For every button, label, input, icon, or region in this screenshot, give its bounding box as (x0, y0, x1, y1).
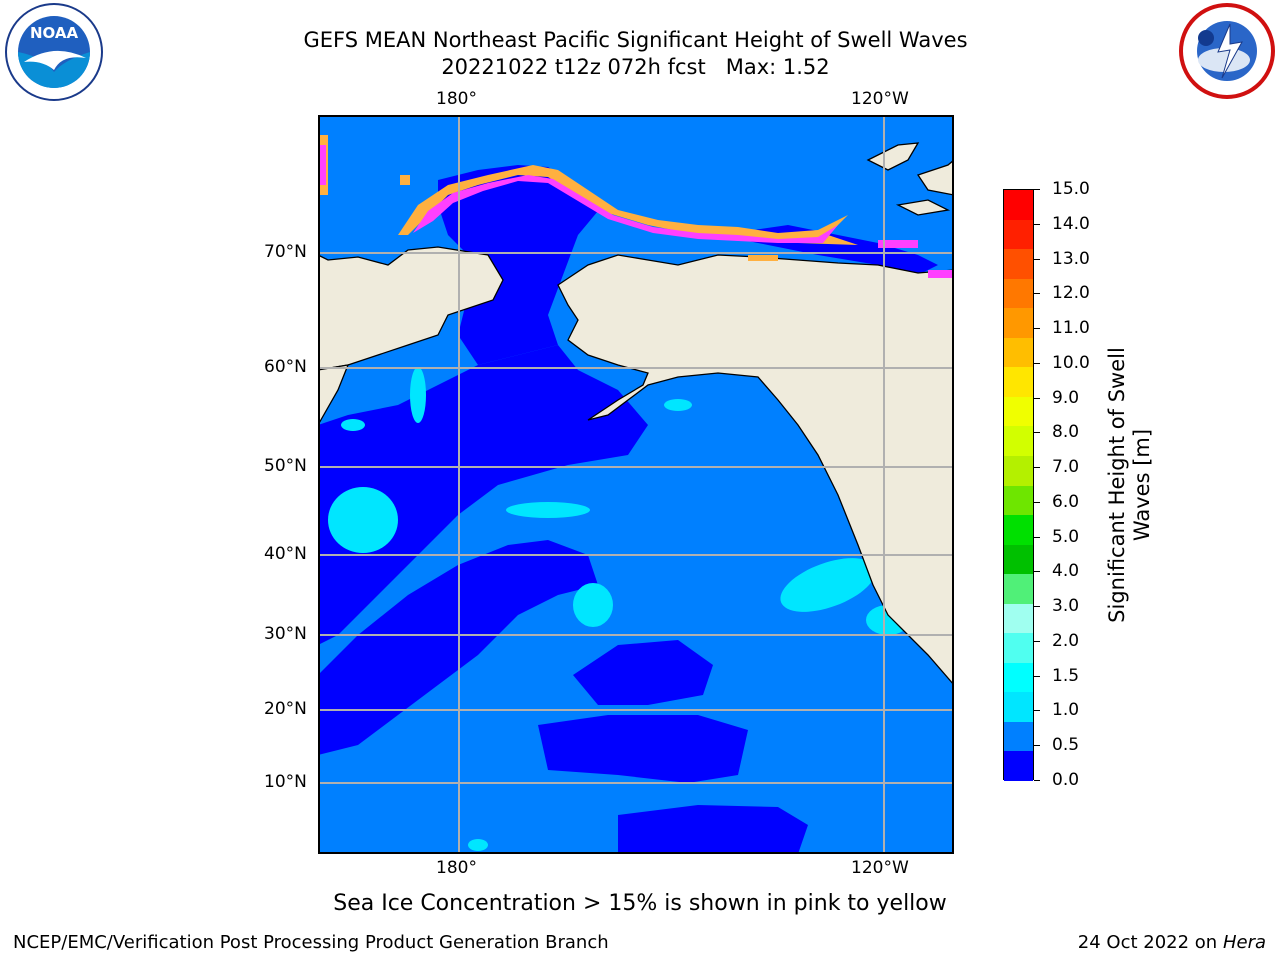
lat-tick-10n: 10°N (264, 772, 307, 792)
colorbar-tick-mark (1034, 258, 1040, 260)
lon-tick-bottom-120w: 120°W (851, 858, 909, 878)
colorbar-band (1004, 751, 1033, 782)
colorbar-band (1004, 515, 1033, 546)
chart-title: GEFS MEAN Northeast Pacific Significant … (303, 28, 968, 52)
colorbar-band (1004, 692, 1033, 723)
colorbar-band (1004, 190, 1033, 221)
colorbar-tick-label: 0.5 (1052, 735, 1080, 756)
colorbar-tick-mark (1034, 467, 1040, 469)
lat-tick-40n: 40°N (264, 544, 307, 564)
colorbar-tick-label: 14.0 (1052, 213, 1090, 234)
colorbar-tick-label: 13.0 (1052, 248, 1090, 269)
colorbar (1003, 189, 1034, 782)
graticule (318, 115, 954, 854)
lon-tick-top-120w: 120°W (851, 89, 909, 109)
footer-date: 24 Oct 2022 on Hera (1078, 932, 1266, 953)
sea-ice (318, 135, 954, 278)
colorbar-tick-label: 3.0 (1052, 596, 1080, 617)
colorbar-tick-label: 10.0 (1052, 352, 1090, 373)
sea-ice-note: Sea Ice Concentration > 15% is shown in … (333, 891, 947, 916)
colorbar-tick-label: 8.0 (1052, 422, 1080, 443)
noaa-logo: NOAA (5, 3, 103, 101)
colorbar-tick-mark (1034, 501, 1040, 503)
colorbar-tick-mark (1034, 223, 1040, 225)
colorbar-band (1004, 455, 1033, 486)
lon-tick-top-180: 180° (436, 89, 477, 109)
footer-machine: Hera (1222, 932, 1266, 953)
footer-date-text: 24 Oct 2022 on (1077, 932, 1223, 953)
colorbar-tick-mark (1034, 362, 1040, 364)
colorbar-tick-mark (1034, 780, 1040, 781)
colorbar-band (1004, 633, 1033, 664)
colorbar-tick-label: 2.0 (1052, 630, 1080, 651)
colorbar-tick-label: 12.0 (1052, 283, 1090, 304)
colorbar-band (1004, 603, 1033, 634)
colorbar-tick-mark (1034, 293, 1040, 295)
colorbar-tick-mark (1034, 432, 1040, 434)
colorbar-band (1004, 485, 1033, 516)
footer-credit: NCEP/EMC/Verification Post Processing Pr… (13, 932, 609, 953)
colorbar-tick-label: 11.0 (1052, 318, 1090, 339)
colorbar-band (1004, 574, 1033, 605)
colorbar-tick-label: 5.0 (1052, 526, 1080, 547)
colorbar-tick-mark (1034, 571, 1040, 573)
colorbar-band (1004, 662, 1033, 693)
colorbar-band (1004, 249, 1033, 280)
colorbar-tick-mark (1034, 397, 1040, 399)
colorbar-tick-mark (1034, 710, 1040, 712)
colorbar-tick-mark (1034, 328, 1040, 330)
colorbar-tick-mark (1034, 606, 1040, 608)
lat-tick-60n: 60°N (264, 357, 307, 377)
svg-text:NOAA: NOAA (30, 24, 79, 42)
colorbar-band (1004, 544, 1033, 575)
lat-tick-30n: 30°N (264, 624, 307, 644)
colorbar-band (1004, 367, 1033, 398)
high-swell-regions (328, 367, 910, 851)
colorbar-tick-mark (1034, 536, 1040, 538)
colorbar-label-line1: Significant Height of Swell (1105, 347, 1129, 623)
colorbar-tick-label: 0.0 (1052, 770, 1080, 790)
colorbar-band (1004, 426, 1033, 457)
lat-tick-70n: 70°N (264, 242, 307, 262)
colorbar-tick-label: 4.0 (1052, 561, 1080, 582)
colorbar-tick-mark (1034, 675, 1040, 677)
map-panel (318, 115, 954, 854)
colorbar-label: Significant Height of Swell Waves [m] (1105, 315, 1155, 655)
colorbar-label-line2: Waves [m] (1130, 428, 1154, 542)
colorbar-tick-label: 9.0 (1052, 387, 1080, 408)
colorbar-tick-mark (1034, 189, 1040, 190)
colorbar-band (1004, 337, 1033, 368)
colorbar-band (1004, 721, 1033, 752)
chart-subtitle: 20221022 t12z 072h fcst Max: 1.52 (441, 55, 830, 79)
colorbar-tick-label: 15.0 (1052, 179, 1090, 199)
colorbar-band (1004, 308, 1033, 339)
colorbar-tick-label: 1.5 (1052, 665, 1080, 686)
colorbar-tick-mark (1034, 640, 1040, 642)
colorbar-band (1004, 219, 1033, 250)
colorbar-tick-mark (1034, 745, 1040, 747)
lat-tick-50n: 50°N (264, 456, 307, 476)
land-masses (318, 142, 954, 854)
colorbar-tick-label: 1.0 (1052, 700, 1080, 721)
lon-tick-bottom-180: 180° (436, 858, 477, 878)
nws-logo (1179, 3, 1275, 99)
colorbar-tick-label: 7.0 (1052, 457, 1080, 478)
map-frame (318, 115, 954, 854)
colorbar-tick-label: 6.0 (1052, 491, 1080, 512)
lat-tick-20n: 20°N (264, 699, 307, 719)
colorbar-band (1004, 278, 1033, 309)
colorbar-band (1004, 396, 1033, 427)
